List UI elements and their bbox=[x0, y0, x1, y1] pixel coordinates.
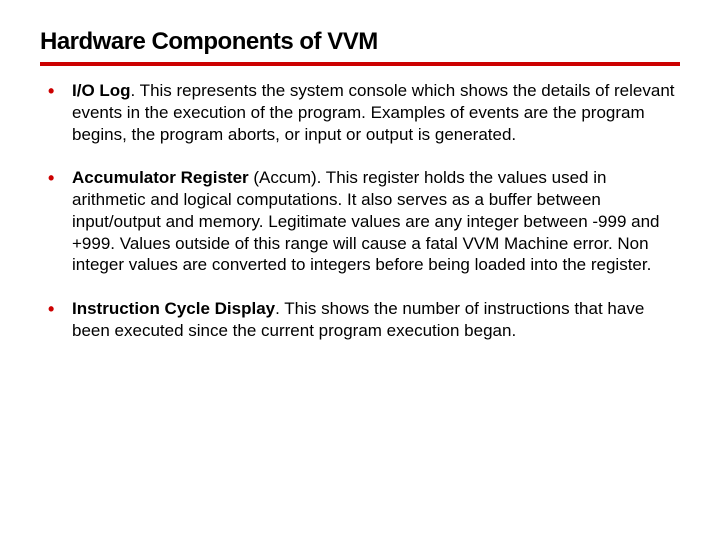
term-label: I/O Log bbox=[72, 81, 131, 100]
list-item: I/O Log. This represents the system cons… bbox=[40, 80, 680, 145]
list-item: Instruction Cycle Display. This shows th… bbox=[40, 298, 680, 342]
term-label: Instruction Cycle Display bbox=[72, 299, 275, 318]
term-label: Accumulator Register bbox=[72, 168, 249, 187]
list-item: Accumulator Register (Accum). This regis… bbox=[40, 167, 680, 276]
slide-title: Hardware Components of VVM bbox=[40, 28, 680, 66]
bullet-list: I/O Log. This represents the system cons… bbox=[40, 80, 680, 342]
item-body: . This represents the system console whi… bbox=[72, 81, 675, 144]
